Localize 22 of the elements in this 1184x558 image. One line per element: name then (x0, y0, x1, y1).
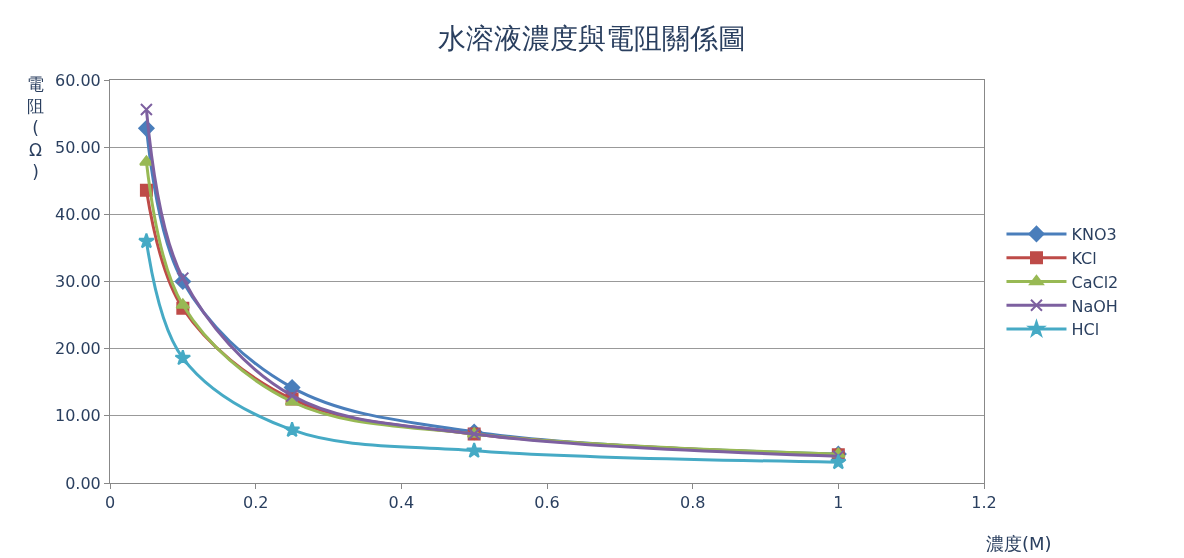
x-tick-label: 1 (833, 493, 844, 513)
legend-label: KNO3 (1071, 225, 1117, 245)
y-tick-label: 60.00 (54, 70, 101, 90)
x-tick-label: 1.2 (971, 493, 997, 513)
y-tick-label: 40.00 (54, 204, 101, 224)
y-axis-title: 電阻(Ω) (27, 74, 44, 183)
x-tick-label: 0.4 (388, 493, 415, 513)
legend-label: CaCl2 (1071, 272, 1119, 292)
legend-label: NaOH (1071, 296, 1118, 316)
legend-label: HCl (1071, 320, 1100, 340)
y-tick-label: 30.00 (54, 272, 101, 292)
y-tick-label: 20.00 (54, 339, 101, 359)
x-axis-title: 濃度(M) (986, 533, 1052, 554)
x-tick-label: 0 (104, 493, 116, 513)
y-tick-label: 10.00 (54, 406, 101, 426)
chart-title: 水溶液濃度與電阻關係圖 (438, 21, 746, 55)
legend-label: KCl (1071, 248, 1097, 268)
x-tick-label: 0.8 (679, 493, 706, 513)
y-tick-label: 50.00 (54, 137, 101, 157)
x-tick-label: 0.2 (242, 493, 269, 513)
x-tick-label: 0.6 (534, 493, 560, 513)
y-tick-label: 0.00 (65, 473, 101, 493)
